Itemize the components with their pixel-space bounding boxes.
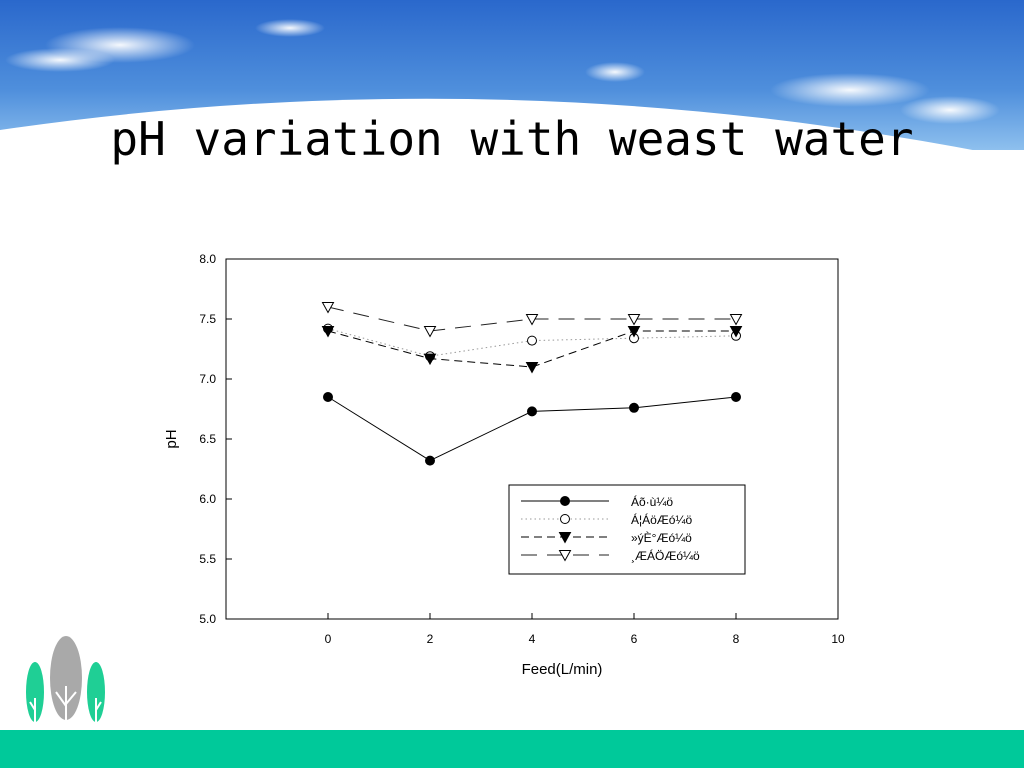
x-tick-label: 10 (831, 632, 845, 646)
legend-label: Á¦ÁöÆó¼ö (631, 512, 692, 527)
data-point (423, 353, 437, 366)
slide-title: pH variation with weast water (110, 112, 914, 166)
legend: Áõ·ù¼ö Á¦ÁöÆó¼ö »ýÈ°Æó¼ö ¸ÆÁÖÆó¼ö (508, 484, 746, 575)
data-point (525, 314, 539, 326)
y-tick-label: 7.0 (199, 372, 216, 386)
data-point (423, 326, 437, 338)
legend-item: Áõ·ù¼ö (521, 494, 673, 509)
legend-label: Áõ·ù¼ö (631, 494, 673, 509)
legend-item: »ýÈ°Æó¼ö (521, 530, 692, 545)
data-point (627, 314, 641, 326)
y-tick-label: 6.0 (199, 492, 216, 506)
legend-marker (560, 496, 570, 506)
tree-logo-icon (26, 636, 105, 722)
data-point (527, 335, 537, 346)
data-point (527, 406, 537, 417)
x-axis-label: Feed(L/min) (522, 661, 603, 678)
data-point (321, 326, 335, 338)
y-axis-label: pH (163, 429, 180, 448)
data-point (729, 326, 743, 338)
x-tick-label: 4 (529, 632, 536, 646)
series-4 (321, 302, 743, 338)
y-tick-label: 5.5 (199, 552, 216, 566)
legend-frame (508, 484, 746, 575)
legend-label: ¸ÆÁÖÆó¼ö (631, 548, 700, 563)
data-point (321, 302, 335, 314)
y-tick-label: 6.5 (199, 432, 216, 446)
series-line (327, 306, 736, 332)
legend-marker (560, 514, 570, 524)
data-point (629, 402, 639, 413)
series-2 (323, 323, 741, 362)
x-tick-label: 2 (427, 632, 434, 646)
y-tick-label: 5.0 (199, 612, 216, 626)
x-tick-label: 6 (631, 632, 638, 646)
legend-label: »ýÈ°Æó¼ö (631, 530, 692, 545)
data-point (323, 392, 333, 402)
data-point (425, 455, 435, 466)
y-tick-label: 7.5 (199, 312, 216, 326)
series-1 (323, 392, 741, 466)
footer-bar (0, 730, 1024, 768)
x-tick-label: 0 (325, 632, 332, 646)
legend-item: Á¦ÁöÆó¼ö (521, 512, 692, 527)
data-point (525, 362, 539, 374)
data-point (627, 326, 641, 338)
series-3 (321, 326, 743, 374)
y-tick-label: 8.0 (199, 252, 216, 266)
legend-item: ¸ÆÁÖÆó¼ö (521, 548, 700, 563)
x-tick-label: 8 (733, 632, 740, 646)
legend-marker (558, 532, 572, 544)
data-point (731, 392, 741, 402)
legend-marker (558, 550, 572, 562)
data-point (729, 314, 743, 326)
